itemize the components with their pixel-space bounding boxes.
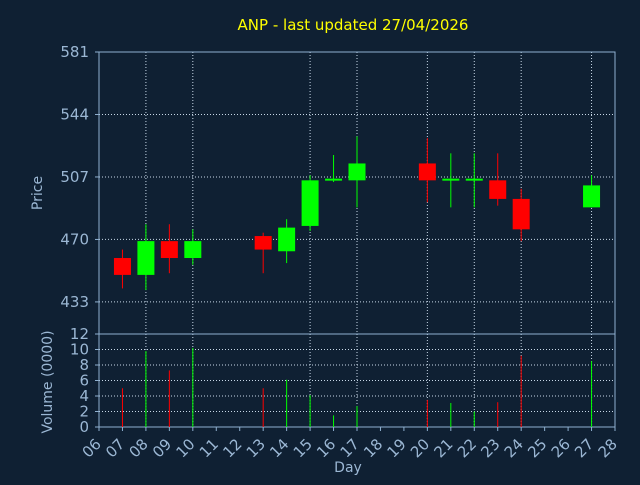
chart-title: ANP - last updated 27/04/2026 [238, 16, 469, 34]
day-axis-label: Day [334, 460, 362, 476]
candle-body [278, 227, 296, 252]
candle-body [442, 178, 460, 181]
volume-tick-label: 8 [79, 356, 89, 374]
volume-tick-label: 4 [79, 387, 89, 405]
volume-tick-label: 12 [70, 325, 89, 343]
candle-body [583, 185, 601, 208]
price-tick-label: 544 [60, 105, 89, 123]
candle-body [254, 236, 272, 250]
candle-body [489, 180, 507, 199]
candle-body [512, 198, 530, 230]
candlestick-series [113, 136, 601, 291]
price-axis-label: Price [30, 176, 46, 210]
price-tick-label: 433 [60, 293, 89, 311]
candle-body [325, 178, 343, 181]
volume-axis-label: Volume (0000) [40, 330, 56, 433]
candle-body [160, 241, 178, 259]
price-tick-label: 507 [60, 168, 89, 186]
candle-body [113, 258, 131, 275]
candle-body [301, 180, 319, 226]
price-axis-ticks: 581 544 507 470 433 [60, 43, 99, 311]
price-tick-label: 581 [60, 43, 89, 61]
candle-body [465, 178, 483, 181]
candle-body [184, 241, 202, 259]
candle-body [348, 163, 366, 181]
volume-tick-label: 6 [79, 372, 89, 390]
volume-tick-label: 2 [79, 403, 89, 421]
candle-body [137, 241, 155, 275]
volume-series [121, 347, 593, 427]
volume-tick-label: 0 [79, 418, 89, 436]
candle-body [418, 163, 436, 181]
price-tick-label: 470 [60, 230, 89, 248]
volume-tick-label: 10 [70, 341, 89, 359]
volume-grid [99, 334, 615, 427]
